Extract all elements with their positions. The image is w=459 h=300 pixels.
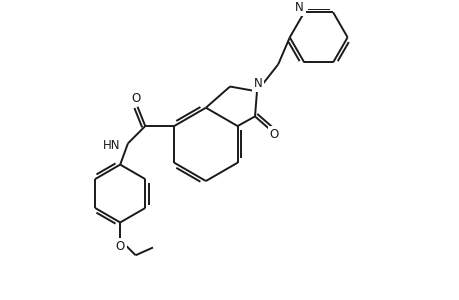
Text: N: N [294,1,303,14]
Text: O: O [269,128,278,141]
Text: O: O [115,240,124,253]
Text: O: O [131,92,140,105]
Text: HN: HN [102,139,120,152]
Text: N: N [253,77,262,90]
